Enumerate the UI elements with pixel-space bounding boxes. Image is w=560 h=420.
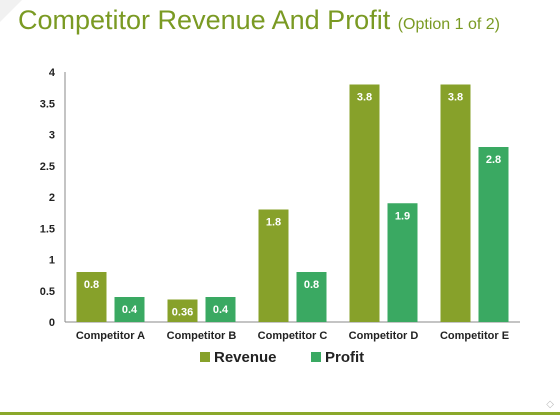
corner-arrow-icon: ◇: [546, 399, 554, 410]
legend-swatch-revenue: [200, 352, 210, 362]
y-tick-label: 0.5: [40, 286, 55, 298]
data-label: 1.8: [266, 217, 281, 229]
slide-title: Competitor Revenue And Profit (Option 1 …: [18, 6, 518, 39]
x-tick-label: Competitor D: [349, 330, 419, 342]
y-tick-label: 3.5: [40, 98, 55, 110]
y-tick-label: 1.5: [40, 223, 55, 235]
bar-profit: [205, 297, 236, 322]
bar-profit: [387, 203, 418, 322]
bar-revenue: [76, 272, 107, 322]
title-text: Competitor Revenue And Profit: [18, 5, 391, 35]
legend-label-revenue: Revenue: [214, 349, 277, 366]
x-tick-label: Competitor C: [258, 330, 328, 342]
x-tick-label: Competitor E: [440, 330, 509, 342]
title-subtitle: (Option 1 of 2): [397, 16, 500, 33]
corner-decoration: [0, 0, 22, 22]
x-tick-label: Competitor A: [76, 330, 145, 342]
bar-profit: [296, 272, 327, 322]
bar-revenue: [349, 84, 380, 322]
y-tick-label: 2: [49, 192, 55, 204]
data-label: 0.4: [213, 304, 229, 316]
y-tick-label: 4: [49, 67, 56, 79]
bar-revenue: [167, 299, 198, 322]
data-label: 0.8: [84, 279, 99, 291]
bar-revenue: [258, 209, 289, 322]
data-label: 3.8: [448, 92, 463, 104]
legend-swatch-profit: [311, 352, 321, 362]
data-label: 1.9: [395, 210, 410, 222]
data-label: 2.8: [486, 154, 501, 166]
y-tick-label: 3: [49, 130, 55, 142]
footer-accent-line: [0, 412, 560, 415]
x-tick-label: Competitor B: [167, 330, 237, 342]
bar-profit: [114, 297, 145, 322]
data-label: 0.4: [122, 304, 138, 316]
legend-label-profit: Profit: [325, 349, 364, 366]
bar-revenue: [440, 84, 471, 322]
y-tick-label: 0: [49, 317, 55, 329]
data-label: 0.36: [172, 307, 193, 319]
data-label: 3.8: [357, 92, 372, 104]
y-tick-label: 1: [49, 255, 55, 267]
y-tick-label: 2.5: [40, 161, 55, 173]
data-label: 0.8: [304, 279, 319, 291]
bar-profit: [478, 147, 509, 322]
